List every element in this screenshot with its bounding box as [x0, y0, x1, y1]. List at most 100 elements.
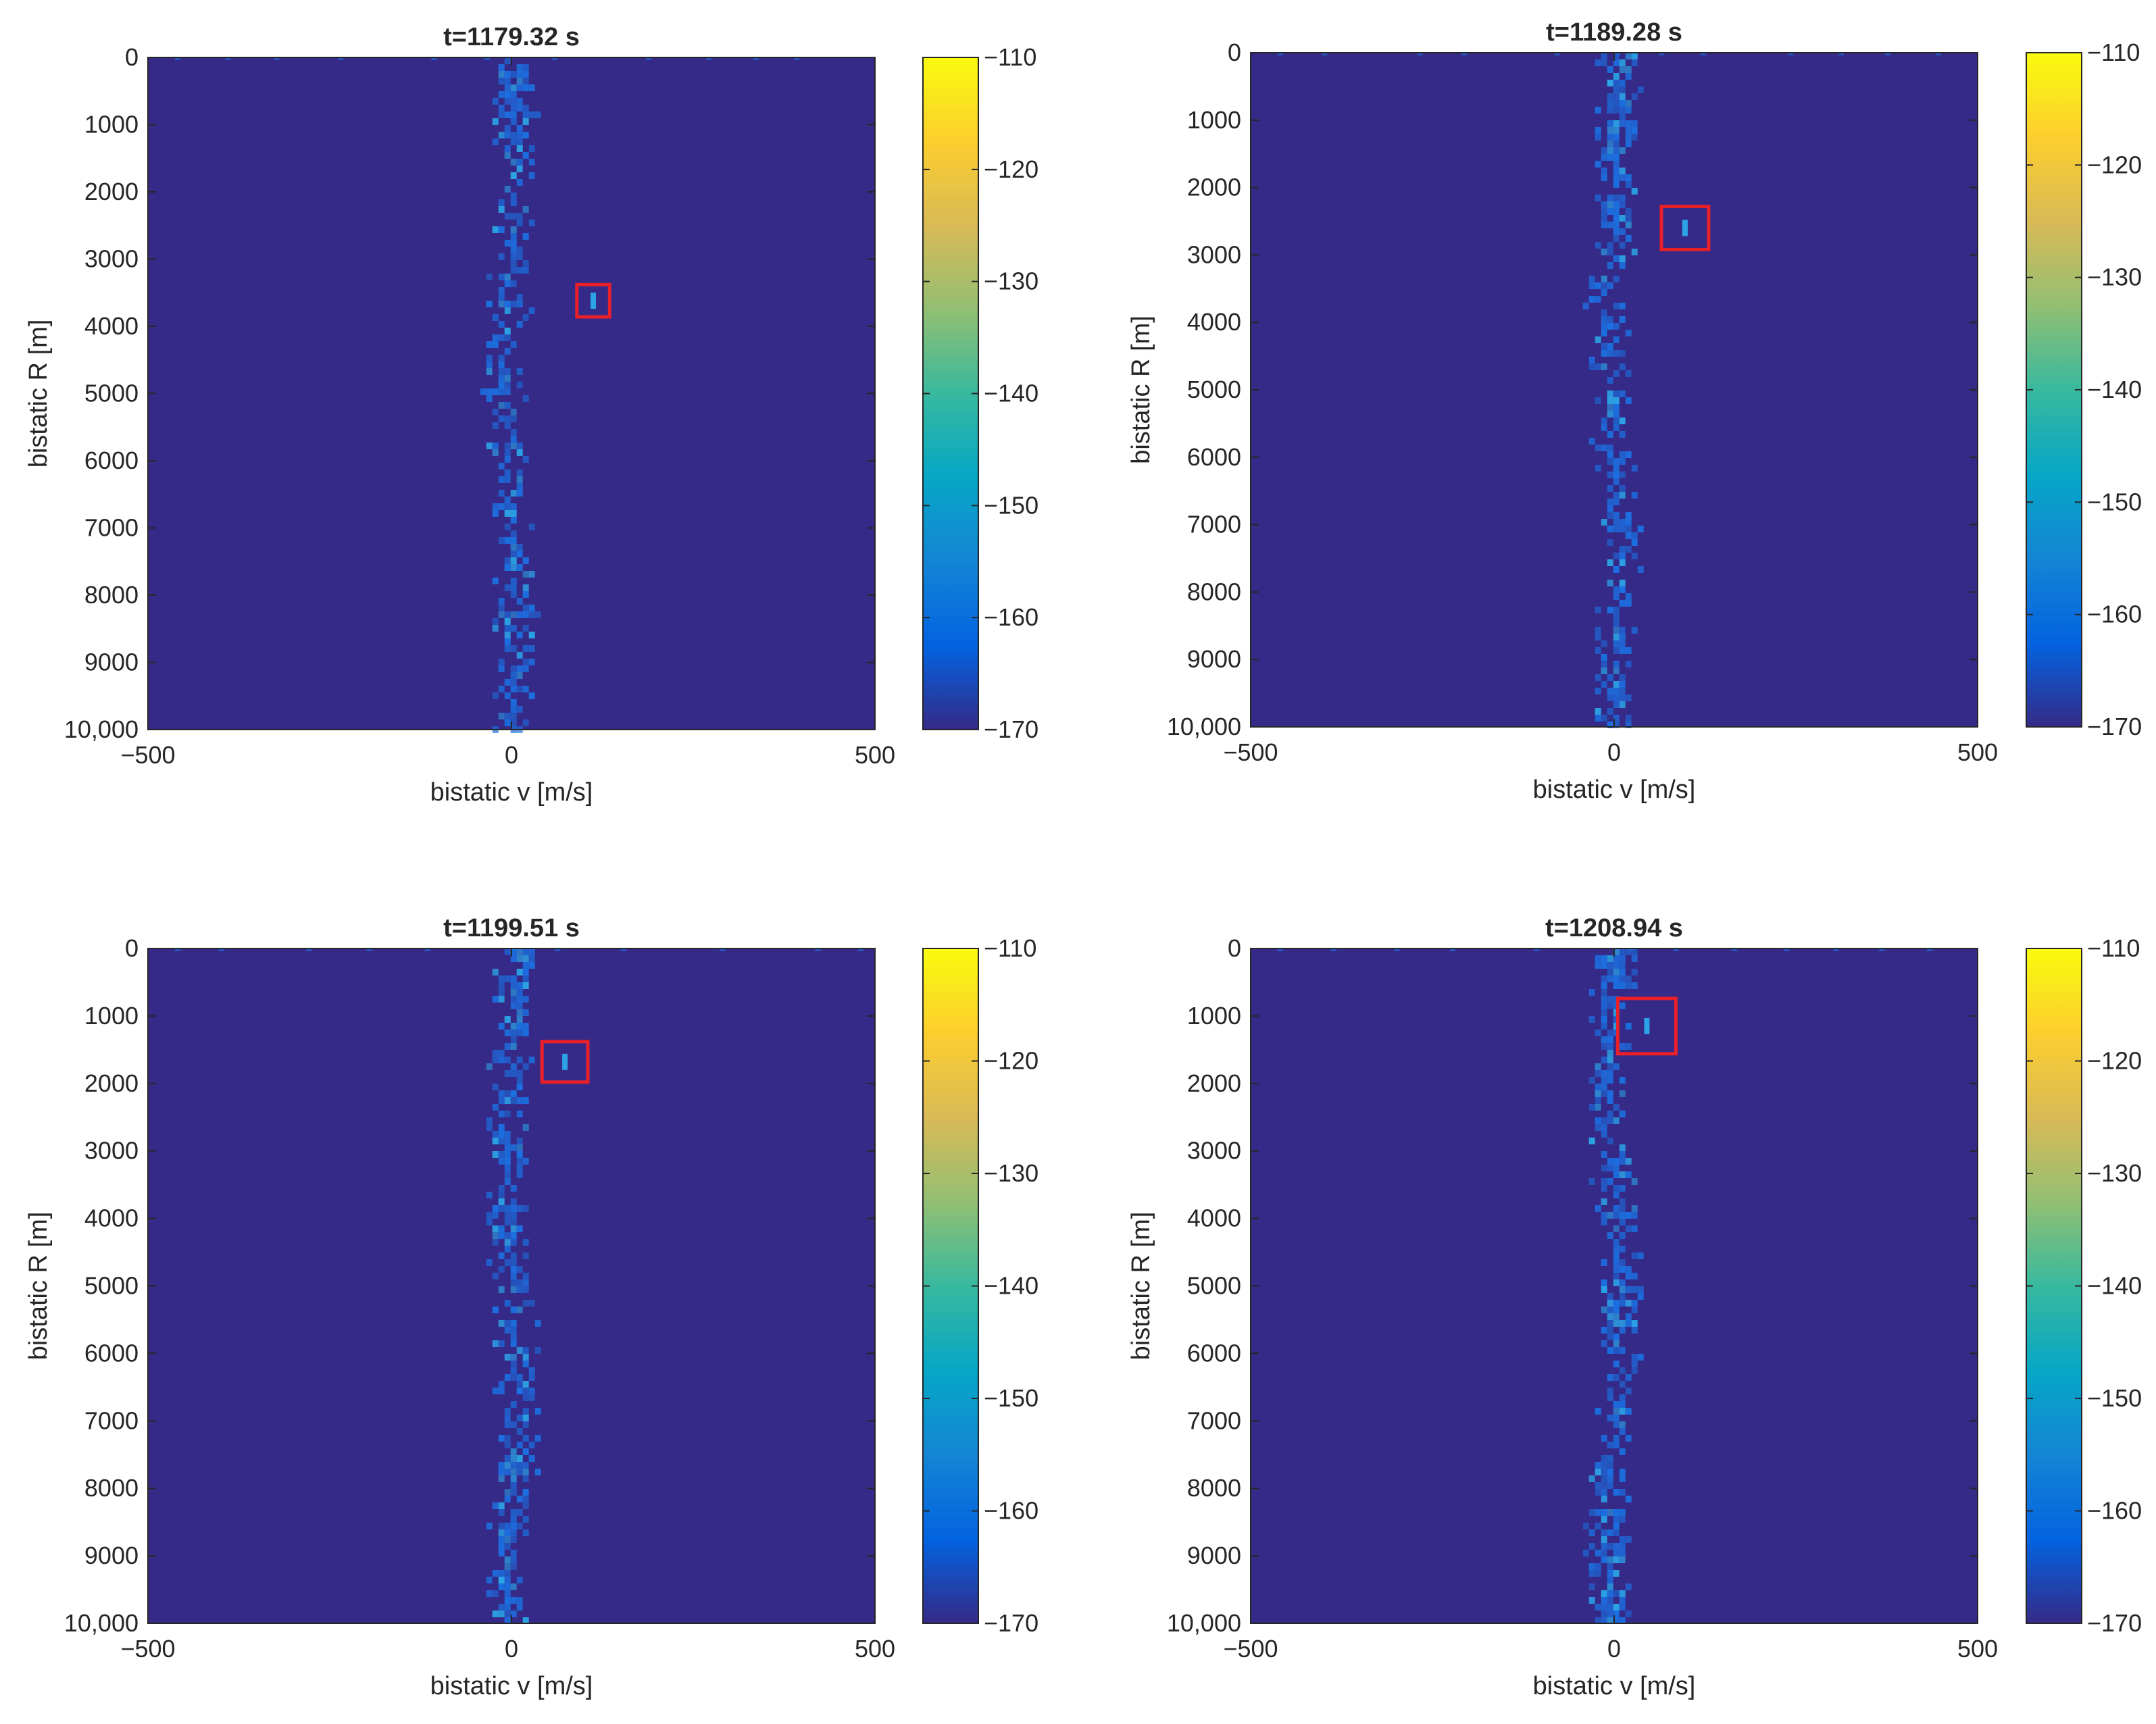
clutter-cell: [486, 274, 493, 280]
clutter-cell: [1601, 282, 1607, 289]
clutter-cell: [1613, 1266, 1620, 1273]
clutter-cell: [1613, 1489, 1620, 1496]
clutter-cell: [492, 1388, 499, 1394]
clutter-cell: [522, 625, 529, 632]
clutter-cell: [528, 632, 535, 638]
clutter-cell: [510, 1516, 517, 1523]
clutter-cell: [522, 260, 529, 267]
clutter-cell: [1631, 1178, 1638, 1185]
clutter-cell: [1588, 438, 1595, 445]
clutter-cell: [510, 1367, 517, 1374]
clutter-cell: [510, 1259, 517, 1266]
clutter-cell: [498, 334, 505, 341]
clutter-cell: [1619, 1550, 1626, 1556]
y-tick-label: 4000: [1187, 308, 1241, 336]
clutter-cell: [1595, 715, 1601, 721]
clutter-cell: [492, 226, 499, 233]
clutter-cell: [1613, 962, 1620, 969]
clutter-cell: [1601, 201, 1607, 208]
clutter-cell: [1619, 1320, 1626, 1327]
clutter-cell: [498, 1435, 505, 1442]
clutter-cell: [504, 375, 511, 382]
clutter-cell: [1601, 424, 1607, 431]
clutter-cell: [1619, 526, 1626, 532]
clutter-cell: [1601, 1536, 1607, 1543]
colorbar-gradient: [922, 57, 979, 730]
clutter-cell: [1607, 559, 1613, 566]
clutter-cell: [1637, 1286, 1644, 1293]
colorbar: −110 −120 −130 −140 −150 −160 −170: [922, 43, 1038, 743]
clutter-cell: [504, 1374, 511, 1381]
clutter-cell: [1613, 1435, 1620, 1442]
clutter-cell: [504, 1171, 511, 1178]
clutter-cell: [516, 220, 523, 226]
clutter-cell: [516, 1030, 523, 1036]
clutter-cell: [504, 1144, 511, 1151]
clutter-cell: [1613, 1334, 1620, 1340]
clutter-cell: [1637, 86, 1644, 93]
clutter-cell: [516, 706, 523, 713]
clutter-cell: [1625, 208, 1632, 215]
clutter-cell: [225, 57, 231, 60]
clutter-cell: [498, 1381, 505, 1388]
clutter-cell: [1607, 154, 1613, 161]
clutter-cell: [498, 1286, 505, 1293]
clutter-cell: [1607, 1050, 1613, 1057]
clutter-cell: [522, 1361, 529, 1367]
clutter-cell: [366, 948, 372, 951]
clutter-cell: [1625, 1374, 1632, 1381]
clutter-cell: [522, 996, 529, 1003]
clutter-cell: [1619, 546, 1626, 553]
clutter-cell: [1607, 485, 1613, 492]
clutter-cell: [1607, 1293, 1613, 1300]
clutter-cell: [492, 578, 499, 584]
clutter-cell: [1625, 1313, 1632, 1320]
clutter-cell: [1607, 350, 1613, 357]
x-tick-label: 0: [505, 741, 518, 769]
clutter-cell: [1607, 147, 1613, 154]
clutter-cell: [1607, 1442, 1613, 1448]
clutter-cell: [1631, 1252, 1638, 1259]
clutter-cell: [528, 111, 535, 118]
clutter-cell: [175, 57, 180, 60]
clutter-cell: [528, 172, 535, 179]
clutter-cell: [1619, 1556, 1626, 1563]
clutter-cell: [1631, 532, 1638, 539]
colorbar: −110 −120 −130 −140 −150 −160 −170: [922, 934, 1038, 1637]
clutter-cell: [1607, 1030, 1613, 1036]
clutter-cell: [516, 1070, 523, 1077]
clutter-cell: [1619, 1151, 1626, 1158]
x-axis-label: bistatic v [m/s]: [1533, 1672, 1696, 1700]
clutter-cell: [516, 78, 523, 84]
clutter-cell: [1607, 512, 1613, 519]
clutter-cell: [1601, 1016, 1607, 1023]
clutter-cell: [528, 220, 535, 226]
y-tick-label: 7000: [84, 1406, 139, 1434]
y-tick-label: 0: [125, 934, 139, 962]
clutter-cell: [1625, 982, 1632, 989]
clutter-cell: [510, 1043, 517, 1050]
clutter-cell: [486, 301, 493, 307]
clutter-cell: [510, 982, 517, 989]
clutter-cell: [1601, 1435, 1607, 1442]
clutter-cell: [516, 1077, 523, 1084]
clutter-cell: [1601, 154, 1607, 161]
clutter-cell: [1595, 607, 1601, 613]
clutter-cell: [1619, 1421, 1626, 1428]
clutter-cell: [498, 368, 505, 375]
clutter-cell: [522, 1063, 529, 1070]
clutter-cell: [1595, 1205, 1601, 1212]
clutter-cell: [1607, 1611, 1613, 1617]
clutter-cell: [1588, 1178, 1595, 1185]
clutter-cell: [522, 975, 529, 982]
clutter-cell: [1613, 127, 1620, 134]
colorbar-tick-label: −160: [2087, 1497, 2142, 1525]
clutter-cell: [1588, 1563, 1595, 1570]
clutter-cell: [1601, 1340, 1607, 1347]
clutter-cell: [510, 989, 517, 996]
clutter-cell: [1619, 553, 1626, 559]
clutter-cell: [1885, 53, 1891, 55]
clutter-cell: [504, 186, 511, 193]
x-tick-label: 0: [505, 1635, 518, 1663]
clutter-cell: [1613, 336, 1620, 343]
